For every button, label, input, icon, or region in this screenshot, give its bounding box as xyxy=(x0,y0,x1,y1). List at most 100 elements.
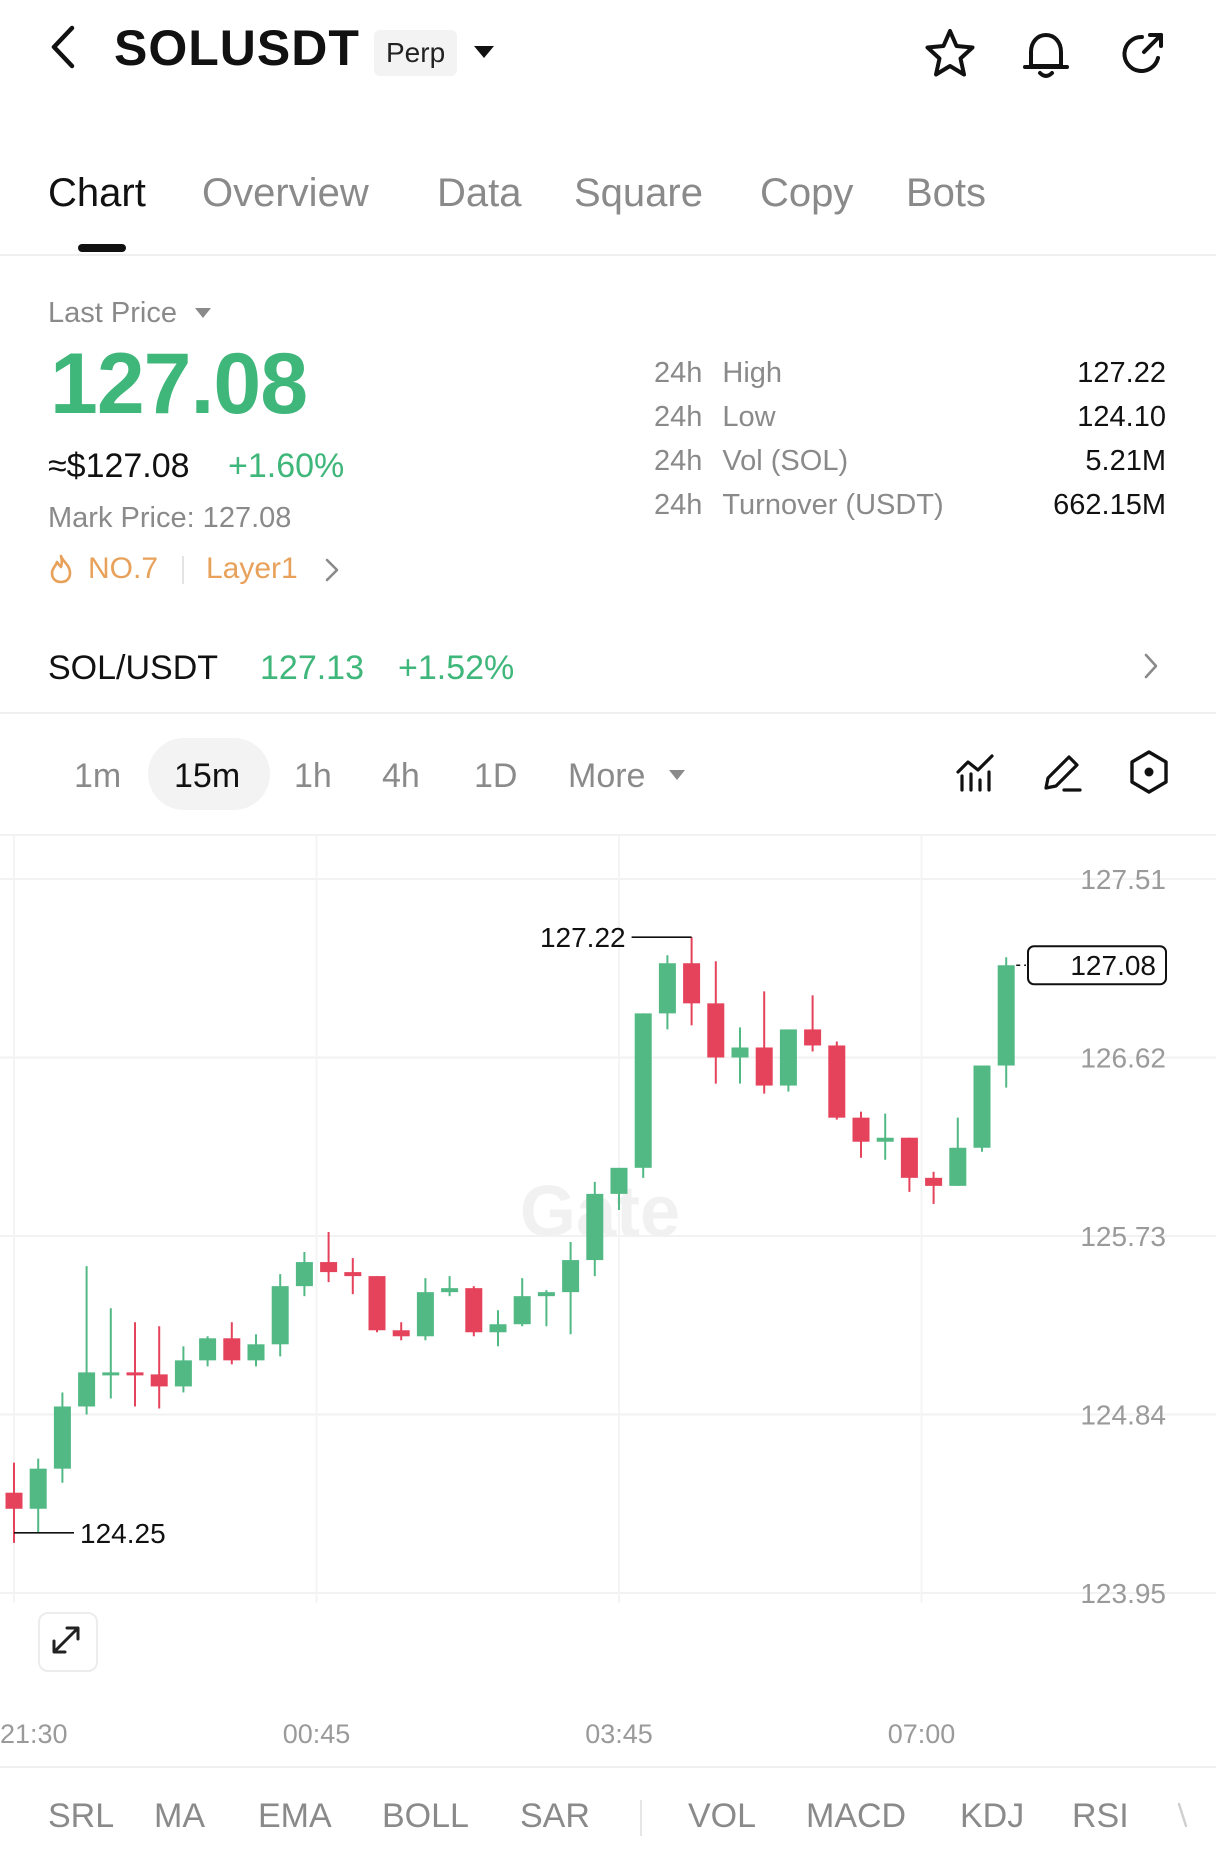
candle xyxy=(610,1167,628,1210)
symbol-title[interactable]: SOLUSDT xyxy=(114,20,360,76)
stat-high-label: 24h High xyxy=(654,357,783,389)
x-axis: 21:30 00:45 03:45 07:00 xyxy=(0,1719,955,1749)
back-button[interactable] xyxy=(40,22,90,72)
candle xyxy=(53,1392,71,1483)
y-tick-label: 125.73 xyxy=(1080,1221,1166,1252)
indicator-srl[interactable]: SRL xyxy=(48,1797,115,1835)
candle-body xyxy=(247,1344,265,1361)
last-price-box xyxy=(1027,945,1167,986)
tab-bots[interactable]: Bots xyxy=(906,171,987,215)
price-type-dropdown[interactable] xyxy=(194,306,212,325)
candle xyxy=(174,1346,192,1393)
indicator-ema[interactable]: EMA xyxy=(258,1797,332,1835)
candle xyxy=(876,1113,894,1160)
chart-settings-button[interactable] xyxy=(1126,748,1172,796)
candle xyxy=(683,937,701,1026)
favorite-button[interactable] xyxy=(922,26,978,82)
candle-body xyxy=(731,1047,749,1058)
candle-body xyxy=(223,1338,241,1361)
tab-overview[interactable]: Overview xyxy=(202,171,369,215)
candle-body xyxy=(5,1492,23,1509)
tab-chart[interactable]: Chart xyxy=(48,171,146,215)
share-button[interactable] xyxy=(1114,26,1170,82)
contract-type-badge[interactable]: Perp xyxy=(374,30,458,76)
interval-1d[interactable]: 1D xyxy=(474,757,518,795)
candle xyxy=(247,1334,265,1367)
hexagon-settings-icon xyxy=(1130,750,1168,794)
chevron-right-icon[interactable] xyxy=(1140,650,1162,682)
interval-more[interactable]: More xyxy=(568,757,646,795)
expand-icon xyxy=(52,1626,80,1654)
y-tick-label: 127.51 xyxy=(1080,864,1166,895)
interval-1h[interactable]: 1h xyxy=(294,757,332,795)
x-tick-label: 03:45 xyxy=(585,1719,653,1749)
tab-square[interactable]: Square xyxy=(574,171,703,215)
sector-tag[interactable]: Layer1 xyxy=(206,552,298,585)
indicator-kdj[interactable]: KDJ xyxy=(960,1797,1025,1835)
candle-body xyxy=(610,1167,628,1194)
candle xyxy=(828,1041,846,1120)
mark-price: Mark Price: 127.08 xyxy=(48,502,292,534)
caret-down-icon xyxy=(668,768,686,787)
candle xyxy=(441,1276,459,1297)
stat-turnover-value: 662.15M xyxy=(1053,489,1166,521)
indicator-macd[interactable]: MACD xyxy=(806,1797,907,1835)
candle xyxy=(223,1322,241,1365)
symbol-dropdown-button[interactable] xyxy=(472,40,496,64)
stat-volume-value: 5.21M xyxy=(1085,445,1166,477)
chevron-down-icon xyxy=(474,46,494,58)
chart-grid xyxy=(0,836,1216,1603)
rank-badge[interactable]: NO.7 xyxy=(88,552,159,585)
fullscreen-button[interactable] xyxy=(38,1612,98,1672)
fiat-price: ≈$127.08 xyxy=(48,447,190,485)
candle-body xyxy=(392,1330,410,1337)
candle-body xyxy=(53,1406,71,1469)
candle-body xyxy=(683,963,701,1004)
candle xyxy=(29,1458,47,1533)
candle xyxy=(562,1242,580,1335)
stat-volume-label: 24h Vol (SOL) xyxy=(654,445,849,477)
candle xyxy=(949,1117,967,1186)
candle xyxy=(416,1278,434,1341)
indicator-button[interactable] xyxy=(954,750,998,794)
candle xyxy=(658,955,676,1030)
tag-divider xyxy=(182,556,184,584)
star-icon xyxy=(925,29,975,77)
candle-body xyxy=(150,1374,168,1387)
tab-data[interactable]: Data xyxy=(437,171,522,215)
tab-copy[interactable]: Copy xyxy=(760,171,854,215)
x-tick-label: 00:45 xyxy=(283,1719,351,1749)
indicator-ma[interactable]: MA xyxy=(154,1797,205,1835)
candle xyxy=(150,1326,168,1409)
last-price-label[interactable]: Last Price xyxy=(48,297,177,329)
alert-button[interactable] xyxy=(1018,26,1074,82)
indicator-vol[interactable]: VOL xyxy=(688,1797,757,1835)
annotations: 127.22 124.25 127.08 xyxy=(14,922,1167,1549)
x-tick-label: 07:00 xyxy=(888,1719,956,1749)
interval-15m[interactable]: 15m xyxy=(174,757,241,795)
more-indicators-hint[interactable] xyxy=(1176,1800,1190,1830)
interval-4h[interactable]: 4h xyxy=(382,757,420,795)
candle xyxy=(925,1171,943,1204)
candle-body xyxy=(779,1029,797,1086)
indicator-rsi[interactable]: RSI xyxy=(1072,1797,1129,1835)
candle-body xyxy=(658,963,676,1014)
candle xyxy=(804,995,822,1052)
interval-1m[interactable]: 1m xyxy=(74,757,122,795)
indicator-icon xyxy=(956,754,994,792)
candle-body xyxy=(489,1324,507,1333)
candle xyxy=(707,961,725,1084)
indicator-sar[interactable]: SAR xyxy=(520,1797,590,1835)
divider xyxy=(0,834,1216,836)
candle-body xyxy=(102,1372,120,1376)
candle-body xyxy=(465,1288,483,1333)
y-tick-label: 124.84 xyxy=(1080,1400,1166,1431)
low-marker-label: 124.25 xyxy=(80,1518,166,1549)
candle xyxy=(78,1266,96,1415)
indicator-boll[interactable]: BOLL xyxy=(382,1797,469,1835)
candle xyxy=(997,957,1015,1088)
high-marker-label: 127.22 xyxy=(540,922,626,953)
chevron-right-icon[interactable] xyxy=(322,556,342,584)
drawing-tool-button[interactable] xyxy=(1040,750,1084,794)
